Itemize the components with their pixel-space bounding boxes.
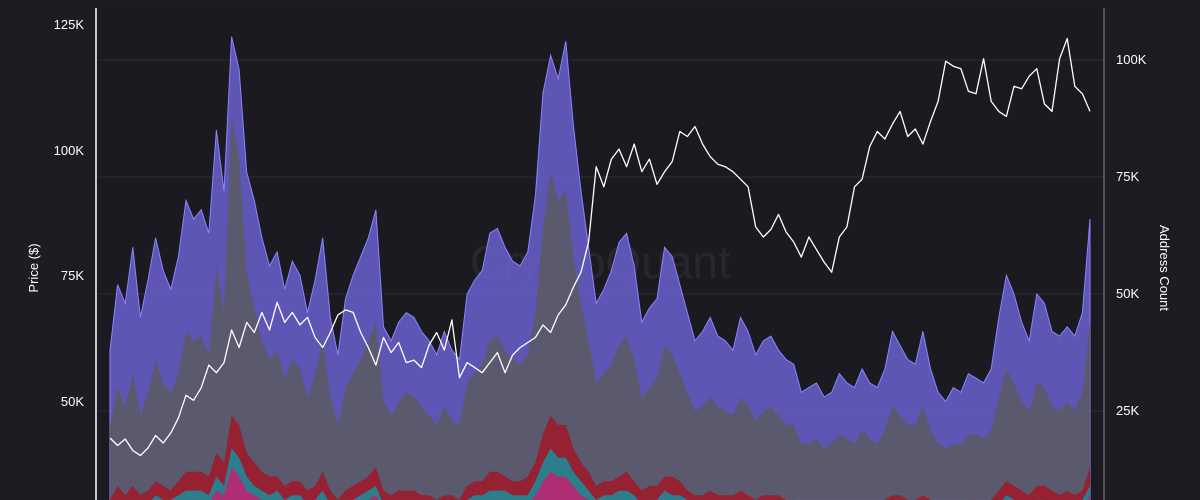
area-band-gray <box>110 116 1090 500</box>
area-band-red <box>110 415 1090 500</box>
left-tick-label: 125K <box>54 17 85 32</box>
right-tick-label: 25K <box>1116 403 1139 418</box>
left-tick-label: 100K <box>54 143 85 158</box>
address-count-bands <box>109 36 1091 500</box>
left-axis-ticks: 125K 100K 75K 50K <box>54 17 85 409</box>
left-axis-title: Price ($) <box>26 243 41 292</box>
left-tick-label: 50K <box>61 394 84 409</box>
right-axis-title: Address Count <box>1157 225 1172 311</box>
left-tick-label: 75K <box>61 268 84 283</box>
right-axis-ticks: 100K 75K 50K 25K <box>1116 52 1147 418</box>
right-tick-label: 75K <box>1116 169 1139 184</box>
area-band-teal <box>110 448 1090 500</box>
right-tick-label: 50K <box>1116 286 1139 301</box>
right-tick-label: 100K <box>1116 52 1147 67</box>
price-line <box>109 37 1091 457</box>
